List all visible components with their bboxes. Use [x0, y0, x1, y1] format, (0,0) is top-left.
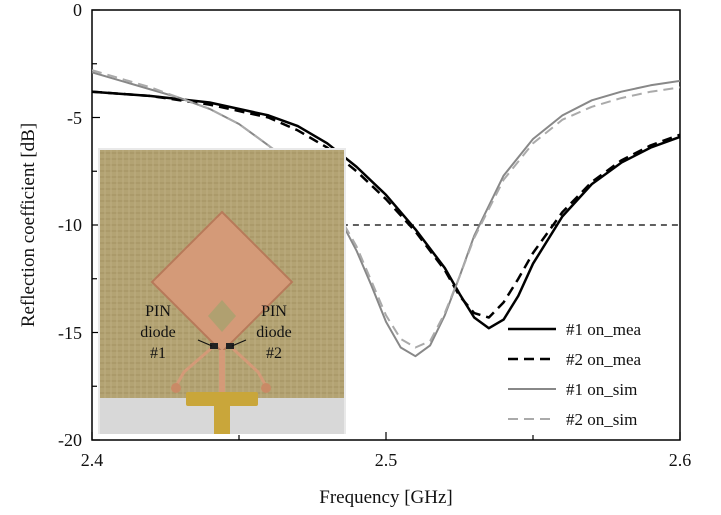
diode-2-pointer: [231, 339, 247, 347]
series-line-3: [92, 71, 680, 358]
inset-label-pin-2: PIN: [261, 303, 287, 320]
bias-line-right: [228, 344, 268, 387]
inset-label-diode-1: diode: [140, 324, 176, 341]
y-tick-label-minus-20: -20: [58, 430, 82, 450]
inset-label-number-2: #2: [266, 345, 282, 362]
series-line-4: [92, 69, 680, 349]
antenna-photo-inset: PIN diode #1 PIN diode #2: [98, 148, 346, 434]
via-left: [171, 383, 181, 393]
sma-connector-body: [186, 392, 258, 406]
x-tick-label-2.6: 2.6: [669, 450, 692, 470]
y-tick-label-0: 0: [73, 0, 82, 20]
legend-label-1-on-sim: #1 on_sim: [566, 380, 637, 399]
sma-connector-pin: [214, 404, 230, 434]
series-line-1: [92, 90, 680, 330]
series-layer: [92, 69, 680, 358]
legend-label-2-on-sim: #2 on_sim: [566, 410, 637, 429]
pin-diode-1-chip: [210, 343, 218, 349]
legend: #1 on_mea #2 on_mea #1 on_sim #2 on_sim: [508, 320, 642, 429]
diode-1-pointer: [197, 339, 213, 347]
feed-line: [219, 350, 225, 392]
patch-cutout: [208, 300, 236, 332]
x-axis-title: Frequency [GHz]: [319, 487, 452, 508]
inset-label-pin-1: PIN: [145, 303, 171, 320]
legend-label-1-on-mea: #1 on_mea: [566, 320, 642, 339]
y-tick-label-minus-10: -10: [58, 215, 82, 235]
inset-label-number-1: #1: [150, 345, 166, 362]
legend-label-2-on-mea: #2 on_mea: [566, 350, 642, 369]
bias-line-left: [174, 344, 215, 387]
pin-diode-2-chip: [226, 343, 234, 349]
y-tick-label-minus-15: -15: [58, 323, 82, 343]
y-axis-title: Reflection coefficient [dB]: [18, 123, 39, 327]
via-right: [261, 383, 271, 393]
y-tick-label-minus-5: -5: [67, 108, 82, 128]
x-tick-label-2.4: 2.4: [81, 450, 104, 470]
inset-label-diode-2: diode: [256, 324, 292, 341]
x-tick-label-2.5: 2.5: [375, 450, 398, 470]
